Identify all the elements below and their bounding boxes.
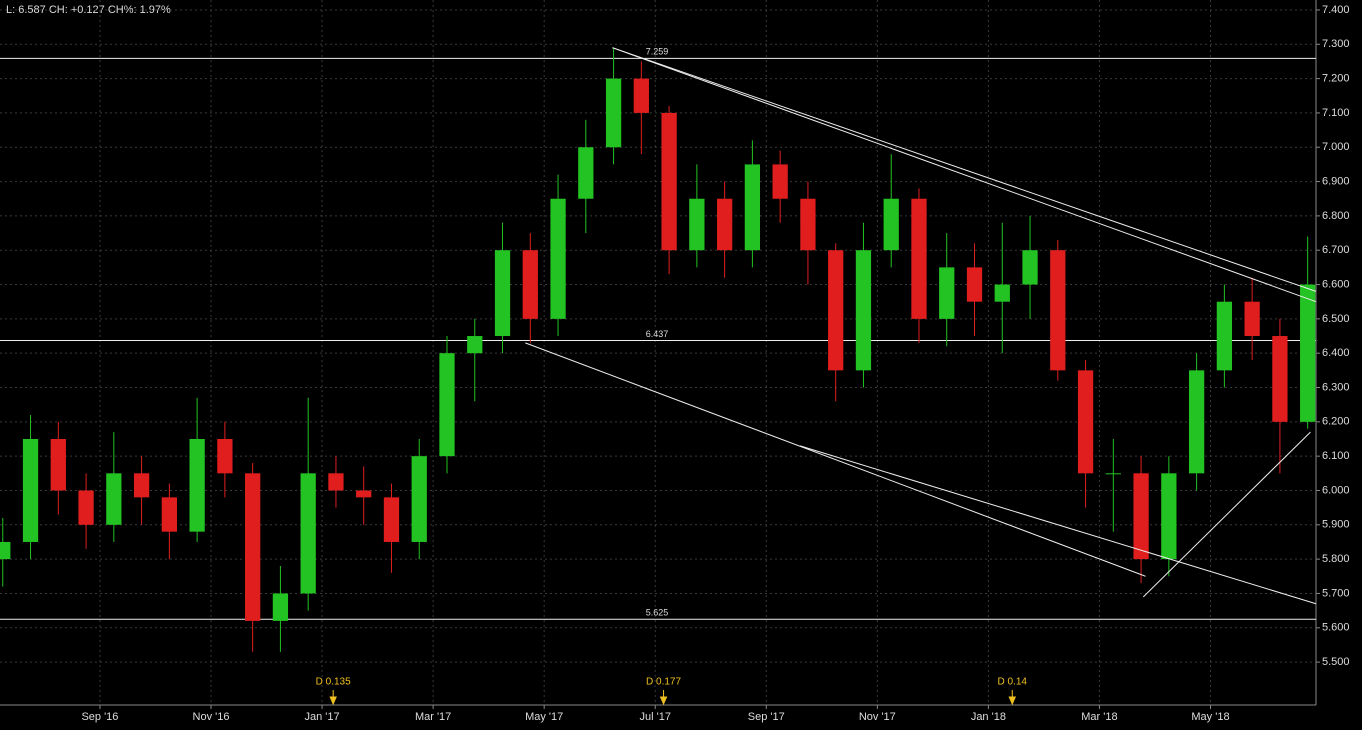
y-tick-label: 6.100: [1322, 450, 1350, 462]
y-tick-label: 5.500: [1322, 656, 1350, 668]
candle-body: [605, 78, 622, 148]
candle-body: [966, 267, 983, 302]
dividend-marker: [1008, 690, 1017, 706]
candle-body: [189, 438, 205, 532]
y-tick-label: 7.100: [1322, 107, 1350, 119]
candle-body: [439, 353, 455, 457]
candle-body: [272, 593, 289, 621]
y-tick-label: 6.900: [1322, 175, 1350, 187]
candle-body: [1244, 301, 1260, 337]
y-tick-label: 7.300: [1322, 38, 1350, 50]
candle-body: [1300, 284, 1316, 422]
x-tick-label: Jul '17: [639, 711, 670, 723]
x-tick-label: Sep '17: [748, 711, 785, 723]
y-tick-label: 6.300: [1322, 381, 1350, 393]
trend-line: [612, 47, 1317, 303]
candle-body: [800, 198, 816, 251]
candle-body: [689, 198, 705, 251]
y-tick-label: 6.000: [1322, 484, 1350, 496]
x-tick-label: May '18: [1191, 711, 1229, 723]
candle-body: [744, 164, 761, 251]
horizontal-line-label: 6.437: [646, 329, 669, 339]
horizontal-line-label: 7.259: [646, 47, 669, 57]
candle-body: [300, 473, 316, 594]
dividend-label: D 0.135: [316, 677, 351, 688]
candle-body: [161, 497, 177, 532]
dividend-marker: [329, 690, 337, 706]
y-tick-label: 6.600: [1322, 278, 1350, 290]
candle-body: [994, 284, 1010, 302]
y-tick-label: 5.800: [1322, 553, 1350, 565]
horizontal-line-label: 5.625: [646, 608, 669, 618]
trend-line: [800, 445, 1317, 605]
candle-body: [939, 267, 955, 319]
x-tick-label: Mar '18: [1081, 711, 1117, 723]
x-tick-label: Jan '17: [304, 711, 339, 723]
y-tick-label: 5.900: [1322, 519, 1350, 531]
dividend-label: D 0.14: [998, 677, 1028, 688]
dividend-marker: [659, 690, 668, 706]
candle-body: [50, 438, 66, 491]
trend-line: [525, 342, 1146, 577]
candle-body: [661, 112, 677, 251]
header-info: L: 6.587 CH: +0.127 CH%: 1.97%: [6, 4, 171, 16]
y-tick-label: 6.800: [1322, 210, 1350, 222]
candle-body: [1133, 473, 1149, 560]
y-tick-label: 6.200: [1322, 416, 1350, 428]
candle-body: [133, 473, 150, 498]
candle-body: [855, 250, 872, 371]
y-tick-label: 6.400: [1322, 347, 1350, 359]
candle-body: [828, 250, 844, 371]
candle-body: [1161, 473, 1177, 560]
x-tick-label: Mar '17: [415, 711, 451, 723]
candle-body: [1022, 250, 1038, 285]
candle-body: [1050, 250, 1066, 371]
y-tick-label: 7.000: [1322, 141, 1350, 153]
candle-body: [550, 198, 566, 319]
candle-body: [217, 438, 233, 474]
candle-body: [78, 490, 94, 525]
candle-body: [0, 541, 11, 560]
candle-body: [383, 497, 400, 542]
candle-body: [22, 438, 39, 542]
y-tick-label: 7.400: [1322, 4, 1350, 16]
x-tick-label: Nov '16: [193, 711, 230, 723]
candle-body: [328, 473, 344, 491]
candle-body: [411, 456, 427, 542]
candle-body: [522, 250, 538, 319]
candle-body: [494, 250, 511, 337]
candle-body: [578, 147, 594, 199]
candle-body: [911, 198, 927, 319]
candle-body: [1188, 370, 1205, 474]
candle-body: [1105, 473, 1121, 475]
y-tick-label: 5.700: [1322, 587, 1350, 599]
candle-body: [106, 473, 122, 525]
y-tick-label: 7.200: [1322, 73, 1350, 85]
candle-body: [1077, 370, 1094, 474]
candle-body: [883, 198, 899, 251]
candle-body: [1216, 301, 1233, 371]
trend-line: [612, 47, 1317, 292]
y-tick-label: 6.500: [1322, 313, 1350, 325]
x-tick-label: Sep '16: [81, 711, 118, 723]
candle-body: [633, 78, 649, 113]
x-tick-label: May '17: [525, 711, 563, 723]
candle-body: [467, 336, 483, 354]
candle-body: [245, 473, 261, 621]
y-tick-label: 5.600: [1322, 622, 1350, 634]
candle-body: [716, 198, 733, 251]
dividend-label: D 0.177: [646, 677, 681, 688]
candle-body: [356, 490, 372, 498]
candle-body: [1272, 336, 1288, 422]
y-tick-label: 6.700: [1322, 244, 1350, 256]
x-tick-label: Nov '17: [859, 711, 896, 723]
trend-line: [1142, 431, 1311, 598]
candle-body: [772, 164, 788, 199]
x-tick-label: Jan '18: [971, 711, 1006, 723]
